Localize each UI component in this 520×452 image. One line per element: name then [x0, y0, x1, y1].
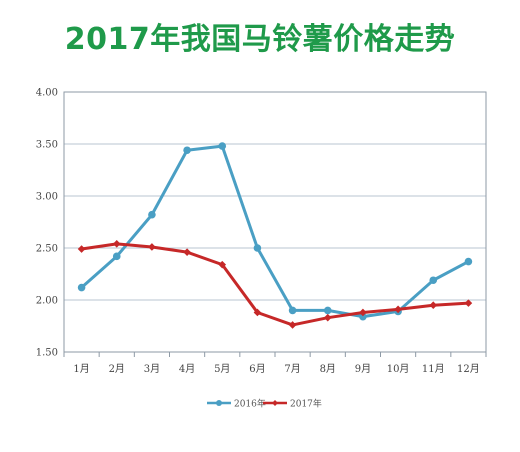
y-tick-label: 1.50 — [36, 348, 58, 359]
series-2016-point — [359, 312, 367, 321]
x-tick-label: 9月 — [355, 363, 371, 375]
x-tick-label: 4月 — [179, 363, 195, 375]
series-2016-line — [80, 144, 470, 319]
series-2017-point — [323, 313, 332, 322]
y-tick-label: 3.00 — [36, 192, 58, 203]
x-tick-label: 2月 — [109, 363, 125, 375]
y-tick-label: 3.50 — [36, 140, 58, 151]
series-2016-point — [464, 257, 473, 266]
x-tick-label: 11月 — [422, 363, 445, 375]
series-2016-point — [288, 306, 297, 315]
x-tick-label: 5月 — [214, 363, 230, 375]
legend-item-2017-label: 2017年 — [290, 398, 322, 410]
legend-item-2016-label: 2016年 — [234, 398, 266, 410]
x-tick-label: 12月 — [457, 363, 480, 375]
series-2017-point — [288, 321, 297, 329]
chart-title: 2017年我国马铃薯价格走势 — [64, 22, 456, 57]
series-2017-point — [183, 248, 191, 256]
y-tick-label: 4.00 — [36, 88, 58, 99]
x-tick-label: 1月 — [73, 363, 89, 375]
gridlines — [64, 91, 486, 353]
series-2017-point — [429, 301, 438, 309]
x-tick-label: 3月 — [144, 363, 160, 375]
series-2016-point — [218, 142, 227, 150]
x-tick-label: 10月 — [387, 363, 410, 375]
legend-item-2016-marker — [216, 400, 222, 406]
x-tick-label: 6月 — [249, 363, 265, 375]
series-2017-point — [253, 308, 262, 317]
series-2016-point — [323, 306, 332, 315]
series-2017-point — [359, 308, 367, 317]
series-2016-point — [183, 146, 191, 155]
y-tick-label: 2.50 — [36, 244, 58, 255]
x-tick-label: 8月 — [320, 363, 336, 375]
series-2017-point — [394, 305, 402, 314]
legend-item-2017-marker — [272, 400, 278, 406]
series-2017-point — [464, 299, 473, 307]
series-2017-point — [148, 243, 156, 251]
y-tick-label: 2.00 — [36, 296, 58, 307]
series-2016-point — [112, 252, 121, 261]
series-2016-point — [429, 276, 438, 285]
series-2017-point — [218, 260, 227, 269]
series-2017-line — [81, 242, 469, 327]
series-2017-point — [77, 245, 86, 253]
series-2017-point — [112, 240, 121, 248]
legend: 2016年 2017年 — [207, 398, 322, 410]
series-2016-point — [253, 244, 262, 252]
series-lines — [77, 142, 473, 329]
plot-frame — [63, 91, 487, 353]
axes: 1.50 2.00 2.50 3.00 3.50 4.00 1月 2月 3月 4月 5月 6月 7月 8月… — [36, 88, 487, 375]
x-tick-label: 7月 — [284, 363, 300, 375]
series-2016-point — [148, 210, 156, 219]
series-2016-point — [77, 283, 86, 292]
